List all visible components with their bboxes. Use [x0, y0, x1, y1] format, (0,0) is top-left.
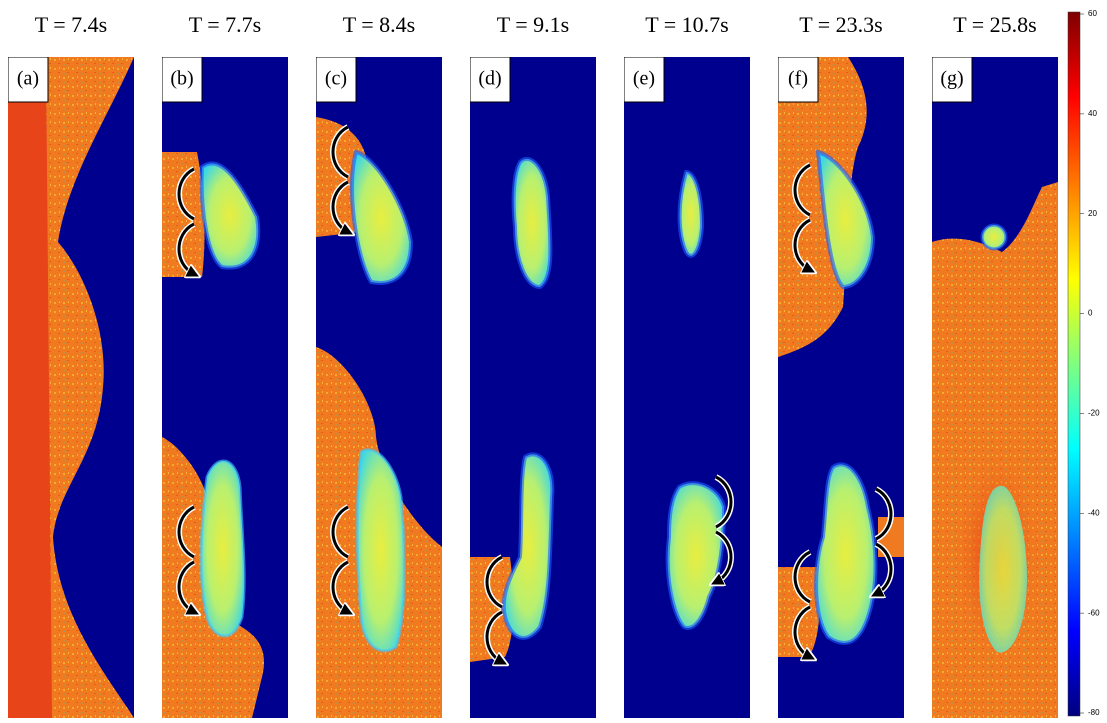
colorbar-tick-label: -20 [1088, 409, 1100, 418]
panel-time: T = 23.3s [799, 12, 883, 37]
colorbar-tick-label: 40 [1088, 109, 1097, 118]
panel-time: T = 25.8s [953, 12, 1037, 37]
panel-time: T = 10.7s [645, 12, 729, 37]
panel-c: T = 8.4s (c) [316, 12, 442, 718]
panel-f: T = 23.3s (f) [778, 12, 904, 718]
panel-time: T = 8.4s [343, 12, 416, 37]
panel-a: T = 7.4s (a) [8, 12, 134, 718]
panel-label: (b) [170, 68, 193, 90]
panel-g: T = 25.8s (g) [932, 12, 1058, 718]
panel-e: T = 10.7s (e) [624, 12, 750, 718]
colorbar-tick-label: 0 [1088, 309, 1093, 318]
colorbar-tick-label: -80 [1088, 708, 1100, 717]
panel-label: (a) [17, 68, 39, 90]
panel-d: T = 9.1s (d) [470, 12, 596, 718]
colorbar-tick-label: -60 [1088, 608, 1100, 617]
colorbar-tick-label: -40 [1088, 508, 1100, 517]
panel-time: T = 9.1s [497, 12, 570, 37]
panel-label: (d) [478, 68, 501, 90]
panel-time: T = 7.7s [189, 12, 262, 37]
panel-b: T = 7.7s (b) [162, 12, 288, 718]
colorbar-tick-label: 60 [1088, 9, 1097, 18]
colorbar: 60 40 20 0 -20 -40 -60 -80 [1067, 9, 1100, 717]
panel-time: T = 7.4s [35, 12, 108, 37]
panel-label: (c) [325, 68, 347, 90]
panel-label: (f) [788, 68, 808, 90]
colorbar-tick-label: 20 [1088, 209, 1097, 218]
panel-label: (e) [633, 68, 655, 90]
panel-label: (g) [940, 68, 963, 90]
